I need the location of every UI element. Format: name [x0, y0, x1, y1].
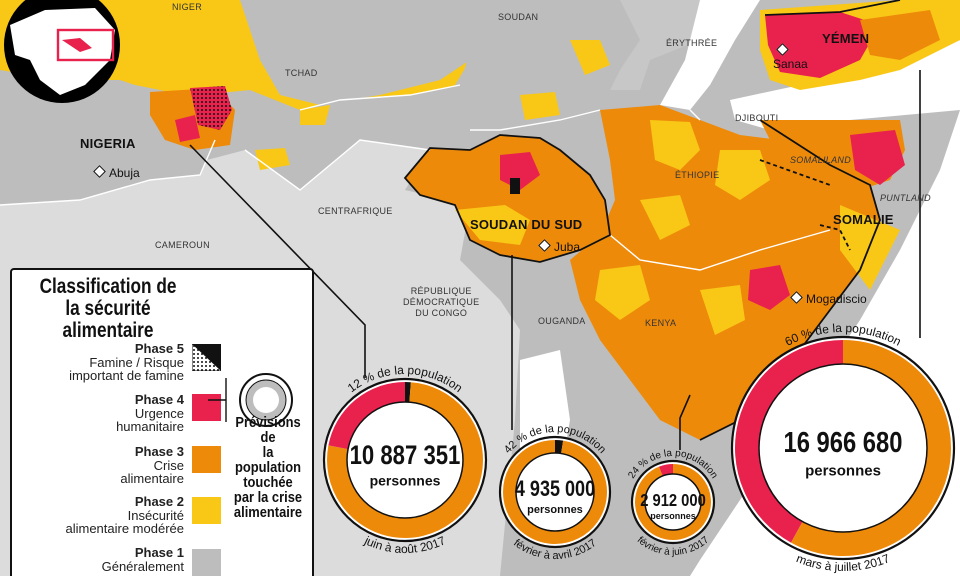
donut-segment-phase3 — [635, 464, 711, 540]
label-somaliland: SOMALILAND — [790, 155, 852, 165]
legend-swatch-phase4 — [192, 394, 221, 421]
legend-phase3-text: Phase 3 Crise alimentaire — [120, 444, 184, 486]
legend-phase1-text: Phase 1 Généralement — [101, 545, 184, 574]
south-sudan-phase3 — [405, 135, 610, 262]
donut-unit: personnes — [527, 504, 583, 516]
locator-globe — [4, 0, 120, 103]
city-sanaa — [776, 43, 792, 58]
donut-unit: personnes — [805, 463, 881, 480]
chad-north — [240, 0, 510, 105]
label-cameroun: CAMEROUN — [155, 240, 210, 250]
label-ouganda: OUGANDA — [538, 316, 586, 326]
capital-marker-icon — [790, 291, 803, 304]
forecast-label: Prévisions de la population touchée par … — [233, 414, 303, 521]
label-soudan: SOUDAN — [498, 12, 539, 22]
legend-phase5-text: Phase 5 Famine / Risque important de fam… — [69, 341, 184, 383]
donut-segment-phase3 — [327, 382, 483, 538]
donut-count: 16 966 680 — [784, 426, 903, 459]
legend-phase2-text: Phase 2 Insécurité alimentaire modérée — [65, 494, 184, 536]
city-mogadiscio: Mogadiscio — [790, 291, 867, 306]
legend-panel: Classification de la sécurité alimentair… — [10, 268, 314, 576]
label-puntland: PUNTLAND — [880, 193, 931, 203]
somalia-phase4 — [748, 265, 790, 310]
label-nigeria: NIGERIA — [80, 136, 136, 151]
label-centrafrique: CENTRAFRIQUE — [318, 206, 393, 216]
legend-title: Classification de la sécurité alimentair… — [39, 275, 177, 342]
nigeria-phase5 — [190, 86, 232, 130]
donut-segment-phase4 — [735, 340, 844, 543]
label-soudan-du-sud: SOUDAN DU SUD — [470, 217, 583, 232]
capital-marker-icon — [776, 43, 789, 56]
red-sea — [660, 0, 760, 110]
city-abuja: Abuja — [93, 165, 140, 180]
legend-swatch-phase5 — [192, 344, 221, 371]
donut-unit: personnes — [650, 511, 696, 521]
yemen-phase4 — [765, 12, 880, 78]
label-somalie: SOMALIE — [833, 212, 894, 227]
nigeria-phase4 — [175, 115, 200, 142]
capital-marker-icon — [538, 239, 551, 252]
sudan — [440, 0, 640, 130]
donut-segment-phase4 — [659, 464, 674, 477]
forecast-symbol — [208, 373, 293, 427]
donut-count: 10 887 351 — [350, 441, 461, 471]
south-sudan-phase5 — [510, 178, 520, 194]
label-ethiopie: ÉTHIOPIE — [675, 170, 720, 180]
donut-segment-phase4 — [328, 382, 406, 450]
city-juba: Juba — [538, 239, 580, 254]
somaliland-phase4 — [850, 130, 905, 185]
gulf-of-aden — [730, 40, 960, 130]
label-tchad: TCHAD — [285, 68, 318, 78]
label-yemen: YÉMEN — [822, 31, 870, 46]
donut-segment-phase3 — [503, 440, 607, 544]
legend-swatch-phase2 — [192, 497, 221, 524]
label-djibouti: DJIBOUTI — [735, 113, 779, 123]
yemen-phase3 — [860, 10, 940, 60]
horn-phase3 — [570, 105, 880, 440]
donut-count: 2 912 000 — [640, 491, 706, 511]
label-kenya: KENYA — [645, 318, 677, 328]
donut-count: 4 935 000 — [515, 477, 595, 501]
callout-lines — [189, 70, 921, 450]
label-rdc: RÉPUBLIQUE DÉMOCRATIQUE DU CONGO — [403, 286, 480, 318]
capital-marker-icon — [93, 165, 106, 178]
legend-swatch-phase1 — [192, 549, 221, 576]
legend-phase4-text: Phase 4 Urgence humanitaire — [116, 392, 184, 434]
label-erythree: ÉRYTHRÉE — [666, 38, 718, 48]
city-sanaa-label: Sanaa — [773, 57, 808, 71]
donut-segment-phase5 — [554, 440, 564, 454]
legend-swatch-phase3 — [192, 446, 221, 473]
donut-segment-phase3 — [790, 340, 951, 556]
donut-unit: personnes — [370, 473, 441, 489]
label-niger: NIGER — [172, 2, 203, 12]
